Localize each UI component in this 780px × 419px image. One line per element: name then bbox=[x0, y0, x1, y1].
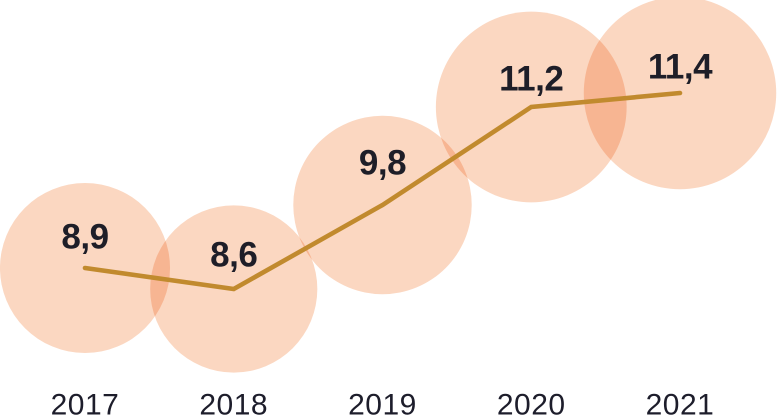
value-label-2019: 9,8 bbox=[359, 144, 406, 183]
value-label-2020: 11,2 bbox=[499, 60, 563, 99]
year-label-2017: 2017 bbox=[51, 389, 120, 419]
year-label-2018: 2018 bbox=[199, 389, 268, 419]
value-label-2017: 8,9 bbox=[61, 218, 108, 257]
year-label-2020: 2020 bbox=[497, 389, 566, 419]
trend-line-layer bbox=[82, 90, 683, 292]
year-labels-layer: 2017 2018 2019 2020 2021 bbox=[51, 389, 715, 419]
year-label-2019: 2019 bbox=[348, 389, 417, 419]
year-label-2021: 2021 bbox=[646, 389, 715, 419]
value-label-2021: 11,4 bbox=[648, 48, 713, 87]
value-label-2018: 8,6 bbox=[210, 236, 257, 275]
value-labels-layer: 8,9 8,6 9,8 11,2 11,4 bbox=[61, 48, 713, 275]
trend-line bbox=[82, 90, 683, 292]
